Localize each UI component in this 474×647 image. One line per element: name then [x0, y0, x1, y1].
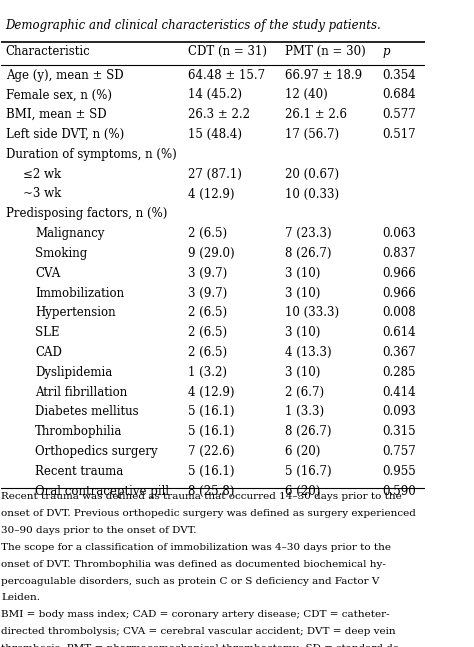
Text: percoagulable disorders, such as protein C or S deficiency and Factor V: percoagulable disorders, such as protein…	[1, 576, 380, 586]
Text: CVA: CVA	[35, 267, 61, 280]
Text: 0.955: 0.955	[383, 465, 417, 478]
Text: 0.367: 0.367	[383, 346, 417, 359]
Text: 0.757: 0.757	[383, 445, 417, 458]
Text: Atril fibrillation: Atril fibrillation	[35, 386, 128, 399]
Text: BMI, mean ± SD: BMI, mean ± SD	[6, 108, 106, 121]
Text: thrombosis; PMT = pharmacomechanical thrombectomy; SD = standard de-: thrombosis; PMT = pharmacomechanical thr…	[1, 644, 403, 647]
Text: 6 (20): 6 (20)	[285, 445, 320, 458]
Text: Smoking: Smoking	[35, 247, 88, 260]
Text: 3 (10): 3 (10)	[285, 287, 320, 300]
Text: Demographic and clinical characteristics of the study patients.: Demographic and clinical characteristics…	[6, 19, 382, 32]
Text: CDT (n = 31): CDT (n = 31)	[188, 45, 267, 58]
Text: 12 (40): 12 (40)	[285, 89, 328, 102]
Text: 4 (13.3): 4 (13.3)	[285, 346, 332, 359]
Text: 3 (9.7): 3 (9.7)	[188, 287, 227, 300]
Text: 0.966: 0.966	[383, 267, 417, 280]
Text: 6 (20): 6 (20)	[285, 485, 320, 498]
Text: 7 (22.6): 7 (22.6)	[188, 445, 234, 458]
Text: 26.3 ± 2.2: 26.3 ± 2.2	[188, 108, 250, 121]
Text: 20 (0.67): 20 (0.67)	[285, 168, 339, 181]
Text: 0.517: 0.517	[383, 128, 416, 141]
Text: 8 (25.8): 8 (25.8)	[188, 485, 234, 498]
Text: directed thrombolysis; CVA = cerebral vascular accident; DVT = deep vein: directed thrombolysis; CVA = cerebral va…	[1, 627, 396, 636]
Text: 8 (26.7): 8 (26.7)	[285, 247, 332, 260]
Text: 0.614: 0.614	[383, 326, 416, 339]
Text: 3 (9.7): 3 (9.7)	[188, 267, 227, 280]
Text: ≤2 wk: ≤2 wk	[23, 168, 61, 181]
Text: 10 (0.33): 10 (0.33)	[285, 188, 339, 201]
Text: 5 (16.1): 5 (16.1)	[188, 406, 234, 419]
Text: 2 (6.7): 2 (6.7)	[285, 386, 324, 399]
Text: 2 (6.5): 2 (6.5)	[188, 227, 227, 240]
Text: 2 (6.5): 2 (6.5)	[188, 307, 227, 320]
Text: 0.590: 0.590	[383, 485, 417, 498]
Text: 26.1 ± 2.6: 26.1 ± 2.6	[285, 108, 347, 121]
Text: 1 (3.3): 1 (3.3)	[285, 406, 324, 419]
Text: 10 (33.3): 10 (33.3)	[285, 307, 339, 320]
Text: 0.414: 0.414	[383, 386, 416, 399]
Text: Duration of symptoms, n (%): Duration of symptoms, n (%)	[6, 148, 176, 161]
Text: 5 (16.1): 5 (16.1)	[188, 465, 234, 478]
Text: 30–90 days prior to the onset of DVT.: 30–90 days prior to the onset of DVT.	[1, 526, 197, 535]
Text: 0.315: 0.315	[383, 425, 416, 438]
Text: 4 (12.9): 4 (12.9)	[188, 386, 234, 399]
Text: p: p	[383, 45, 390, 58]
Text: 0.577: 0.577	[383, 108, 417, 121]
Text: Leiden.: Leiden.	[1, 593, 40, 602]
Text: 0.008: 0.008	[383, 307, 416, 320]
Text: 3 (10): 3 (10)	[285, 326, 320, 339]
Text: PMT (n = 30): PMT (n = 30)	[285, 45, 366, 58]
Text: Age (y), mean ± SD: Age (y), mean ± SD	[6, 69, 123, 82]
Text: CAD: CAD	[35, 346, 62, 359]
Text: Malignancy: Malignancy	[35, 227, 105, 240]
Text: 9 (29.0): 9 (29.0)	[188, 247, 235, 260]
Text: 3 (10): 3 (10)	[285, 267, 320, 280]
Text: Dyslipidemia: Dyslipidemia	[35, 366, 112, 378]
Text: 5 (16.1): 5 (16.1)	[188, 425, 234, 438]
Text: Immobilization: Immobilization	[35, 287, 124, 300]
Text: 8 (26.7): 8 (26.7)	[285, 425, 332, 438]
Text: 0.285: 0.285	[383, 366, 416, 378]
Text: onset of DVT. Thrombophilia was defined as documented biochemical hy-: onset of DVT. Thrombophilia was defined …	[1, 560, 386, 569]
Text: Oral contraceptive pill: Oral contraceptive pill	[35, 485, 169, 498]
Text: 2 (6.5): 2 (6.5)	[188, 326, 227, 339]
Text: Diabetes mellitus: Diabetes mellitus	[35, 406, 139, 419]
Text: Recent trauma was defined as trauma that occurred 14–30 days prior to the: Recent trauma was defined as trauma that…	[1, 492, 402, 501]
Text: onset of DVT. Previous orthopedic surgery was defined as surgery experienced: onset of DVT. Previous orthopedic surger…	[1, 509, 416, 518]
Text: 17 (56.7): 17 (56.7)	[285, 128, 339, 141]
Text: Predisposing factors, n (%): Predisposing factors, n (%)	[6, 207, 167, 221]
Text: 3 (10): 3 (10)	[285, 366, 320, 378]
Text: 66.97 ± 18.9: 66.97 ± 18.9	[285, 69, 363, 82]
Text: 0.093: 0.093	[383, 406, 417, 419]
Text: 0.684: 0.684	[383, 89, 416, 102]
Text: Recent trauma: Recent trauma	[35, 465, 124, 478]
Text: Characteristic: Characteristic	[6, 45, 91, 58]
Text: SLE: SLE	[35, 326, 60, 339]
Text: 1 (3.2): 1 (3.2)	[188, 366, 227, 378]
Text: ~3 wk: ~3 wk	[23, 188, 61, 201]
Text: The scope for a classification of immobilization was 4–30 days prior to the: The scope for a classification of immobi…	[1, 543, 392, 552]
Text: Orthopedics surgery: Orthopedics surgery	[35, 445, 158, 458]
Text: 14 (45.2): 14 (45.2)	[188, 89, 242, 102]
Text: 0.837: 0.837	[383, 247, 416, 260]
Text: Hypertension: Hypertension	[35, 307, 116, 320]
Text: 64.48 ± 15.7: 64.48 ± 15.7	[188, 69, 265, 82]
Text: 5 (16.7): 5 (16.7)	[285, 465, 332, 478]
Text: Female sex, n (%): Female sex, n (%)	[6, 89, 111, 102]
Text: 0.354: 0.354	[383, 69, 417, 82]
Text: 15 (48.4): 15 (48.4)	[188, 128, 242, 141]
Text: BMI = body mass index; CAD = coronary artery disease; CDT = catheter-: BMI = body mass index; CAD = coronary ar…	[1, 610, 390, 619]
Text: Thrombophilia: Thrombophilia	[35, 425, 123, 438]
Text: Left side DVT, n (%): Left side DVT, n (%)	[6, 128, 124, 141]
Text: 7 (23.3): 7 (23.3)	[285, 227, 332, 240]
Text: 2 (6.5): 2 (6.5)	[188, 346, 227, 359]
Text: 4 (12.9): 4 (12.9)	[188, 188, 234, 201]
Text: 0.966: 0.966	[383, 287, 417, 300]
Text: 0.063: 0.063	[383, 227, 417, 240]
Text: 27 (87.1): 27 (87.1)	[188, 168, 242, 181]
